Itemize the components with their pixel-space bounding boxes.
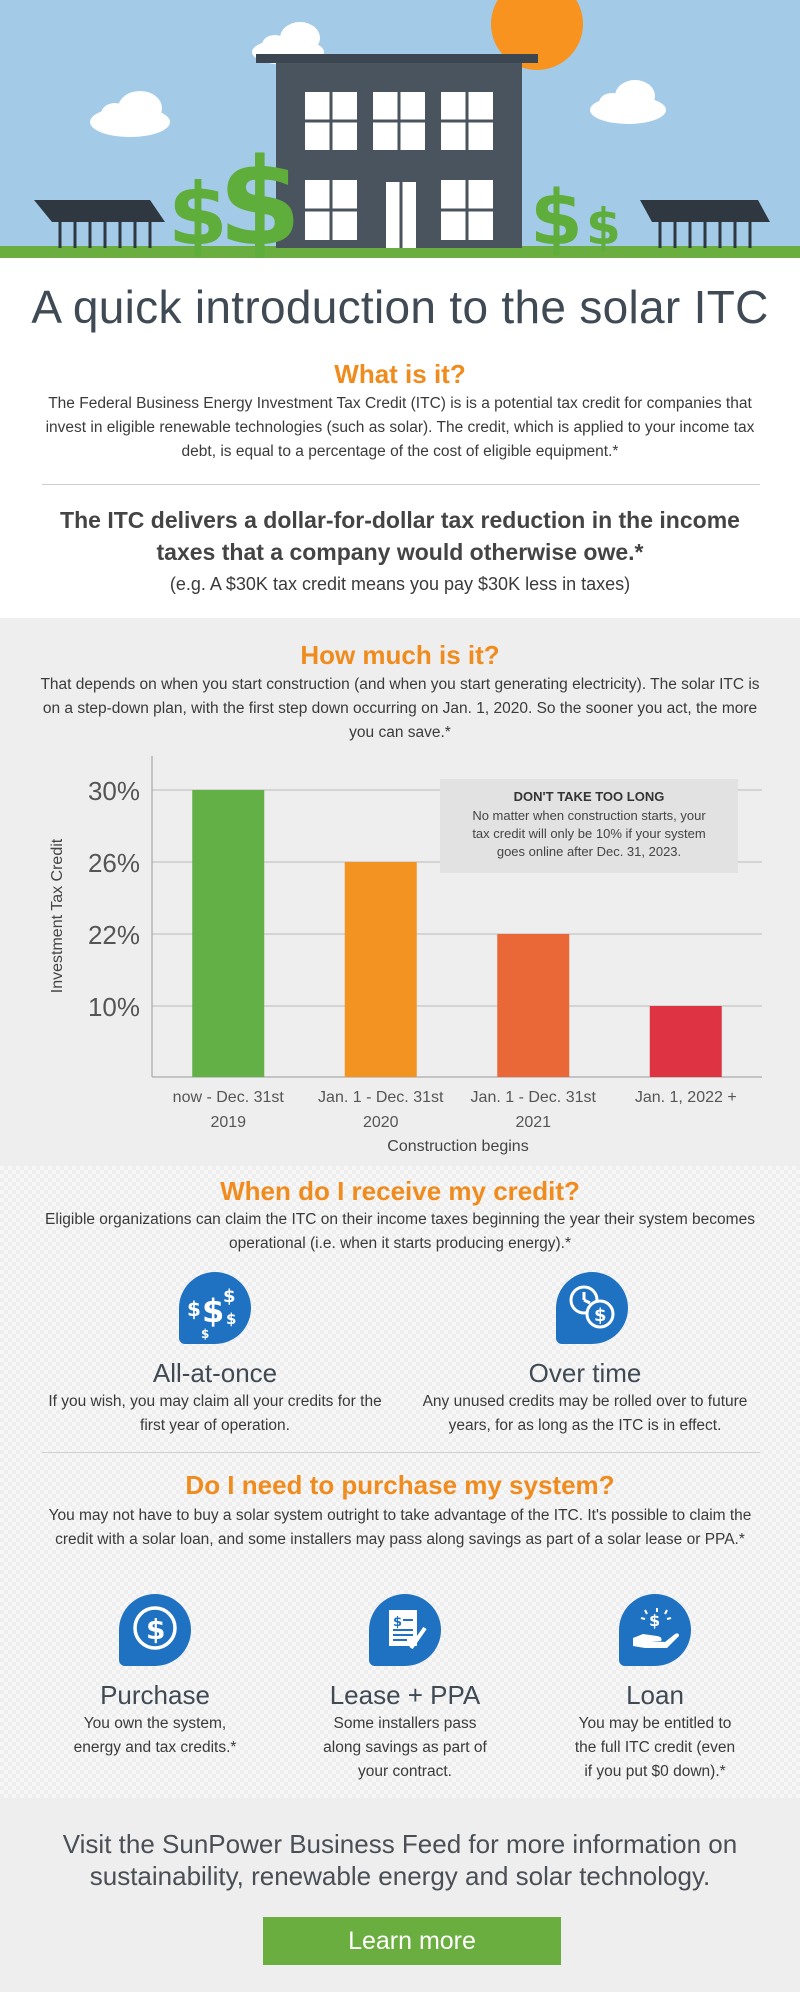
receive-text: Eligible organizations can claim the ITC… [45, 1211, 755, 1252]
option-text: Some installers pass along savings as pa… [323, 1715, 487, 1780]
key-statement: The ITC delivers a dollar-for-dollar tax… [60, 507, 740, 565]
x-tick-label: Jan. 1 - Dec. 31st [318, 1089, 444, 1106]
option-text: You own the system, energy and tax credi… [73, 1715, 237, 1756]
x-tick-label: now - Dec. 31st [173, 1089, 285, 1106]
svg-text:$: $ [594, 1305, 607, 1326]
cloud-left [90, 91, 170, 137]
option-title: Purchase [100, 1680, 210, 1710]
svg-text:$: $ [202, 1292, 224, 1330]
how-much-section: How much is it? That depends on when you… [0, 618, 800, 1166]
sun [491, 0, 583, 70]
credit-timing-section: When do I receive my credit? Eligible or… [0, 1166, 800, 1798]
option-text: You may be entitled to the full ITC cred… [574, 1715, 736, 1780]
contract-icon: $ [369, 1594, 441, 1666]
option-text: Any unused credits may be rolled over to… [422, 1393, 748, 1434]
annotation-box [440, 779, 738, 873]
receive-heading: When do I receive my credit? [220, 1176, 580, 1206]
option-title: All-at-once [152, 1358, 278, 1388]
dollar-signs-icon: $ $ $ $ $ [179, 1272, 251, 1344]
svg-text:$: $ [649, 1611, 660, 1630]
svg-text:$: $ [586, 198, 621, 256]
how-much-heading: How much is it? [300, 640, 500, 670]
bar [192, 790, 265, 1077]
svg-text:$: $ [201, 1327, 209, 1341]
solar-panel-right [640, 200, 770, 248]
svg-text:$: $ [226, 1310, 236, 1328]
y-axis-label: Investment Tax Credit [49, 838, 66, 993]
cta-section: Visit the SunPower Business Feed for mor… [0, 1798, 800, 1992]
option-over-time: $ Over time Any unused credits may be ro… [410, 1272, 760, 1434]
cloud-right [590, 80, 666, 124]
cta-text: Visit the SunPower Business Feed for mor… [62, 1829, 738, 1891]
option-text: If you wish, you may claim all your cred… [48, 1393, 382, 1434]
x-axis-label: Construction begins [387, 1138, 528, 1155]
bar [649, 1006, 722, 1077]
divider [42, 1452, 760, 1453]
x-tick-label: Jan. 1, 2022 + [635, 1089, 737, 1106]
intro-section: A quick introduction to the solar ITC Wh… [0, 258, 800, 618]
svg-text:$: $ [187, 1297, 201, 1321]
building [256, 54, 538, 248]
bar [497, 934, 570, 1077]
bar [344, 862, 417, 1077]
x-tick-label: 2019 [210, 1114, 246, 1131]
option-title: Loan [626, 1680, 684, 1710]
hero-illustration: $ $ $ $ [0, 0, 800, 258]
statement-example: (e.g. A $30K tax credit means you pay $3… [169, 574, 631, 594]
dollar-signs-decoration: $ $ $ $ [168, 134, 621, 258]
annotation-title: DON'T TAKE TOO LONG [514, 789, 665, 804]
purchase-heading: Do I need to purchase my system? [185, 1470, 615, 1500]
option-loan: $ Loan You may be entitled to the full I… [540, 1594, 770, 1790]
x-tick-label: Jan. 1 - Dec. 31st [471, 1089, 597, 1106]
y-tick-label: 10% [88, 992, 140, 1022]
annotation-text: No matter when construction starts, your [472, 808, 706, 823]
svg-text:$: $ [146, 1613, 165, 1646]
x-tick-label: 2020 [363, 1114, 399, 1131]
y-tick-label: 26% [88, 848, 140, 878]
what-is-it-text: The Federal Business Energy Investment T… [45, 395, 755, 460]
option-lease-ppa: $ Lease + PPA Some installers pass along… [290, 1594, 520, 1790]
option-all-at-once: $ $ $ $ $ All-at-once If you wish, you m… [40, 1272, 390, 1434]
x-tick-label: 2021 [515, 1114, 551, 1131]
clock-dollar-icon: $ [556, 1272, 628, 1344]
purchase-text: You may not have to buy a solar system o… [48, 1507, 752, 1548]
divider [42, 484, 760, 485]
dollar-coin-icon: $ [119, 1594, 191, 1666]
annotation-text: tax credit will only be 10% if your syst… [472, 826, 705, 841]
svg-text:$: $ [393, 1615, 402, 1630]
ground [0, 246, 800, 258]
svg-text:$: $ [218, 134, 302, 258]
how-much-text: That depends on when you start construct… [40, 676, 760, 741]
solar-panel-left [34, 200, 165, 248]
hand-money-icon: $ [619, 1594, 691, 1666]
y-tick-label: 30% [88, 776, 140, 806]
annotation-text: goes online after Dec. 31, 2023. [497, 844, 681, 859]
svg-text:$: $ [223, 1286, 236, 1307]
option-purchase: $ Purchase You own the system, energy an… [40, 1594, 270, 1790]
what-is-it-heading: What is it? [334, 359, 466, 389]
y-tick-label: 22% [88, 920, 140, 950]
svg-text:$: $ [168, 165, 228, 258]
option-title: Over time [528, 1358, 642, 1388]
svg-text:$: $ [530, 173, 583, 258]
page-title: A quick introduction to the solar ITC [31, 281, 769, 333]
learn-more-button[interactable]: Learn more [263, 1917, 561, 1965]
itc-bar-chart: 30% 26% 22% 10% now - Dec. 31st 2019 Jan. 1 - … [49, 756, 762, 1155]
option-title: Lease + PPA [329, 1680, 481, 1710]
